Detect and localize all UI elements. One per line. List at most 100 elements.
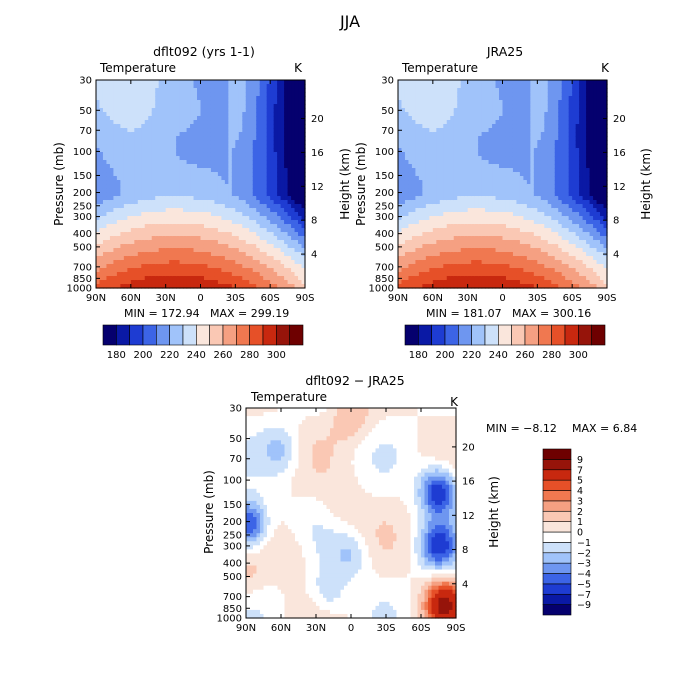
field-cell: [450, 160, 455, 165]
field-cell: [148, 104, 153, 109]
field-cell: [270, 144, 275, 149]
field-cell: [238, 196, 243, 201]
field-cell: [429, 212, 434, 217]
colorbar-box: [196, 324, 210, 346]
field-cell: [169, 204, 174, 209]
field-cell: [137, 212, 142, 217]
field-cell: [231, 140, 236, 145]
field-cell: [217, 124, 222, 129]
field-cell: [130, 176, 135, 181]
field-cell: [492, 160, 497, 165]
field-cell: [512, 280, 518, 285]
field-cell: [238, 216, 243, 221]
field-cell: [217, 204, 222, 209]
field-cell: [499, 128, 504, 133]
field-cell: [127, 124, 132, 129]
field-cell: [203, 220, 209, 225]
field-cell: [488, 84, 493, 89]
field-cell: [165, 256, 170, 261]
field-cell: [499, 180, 504, 185]
field-cell: [176, 220, 181, 225]
field-cell: [259, 264, 264, 269]
field-cell: [284, 224, 289, 229]
field-cell: [217, 156, 222, 161]
field-cell: [134, 112, 139, 117]
field-cell: [134, 148, 139, 153]
field-cell: [252, 276, 257, 281]
field-cell: [158, 252, 163, 257]
field-cell: [294, 140, 299, 145]
field-cell: [200, 284, 205, 289]
field-cell: [474, 196, 479, 201]
field-cell: [214, 152, 219, 157]
field-cell: [499, 124, 504, 129]
field-cell: [273, 260, 278, 265]
field-cell: [176, 92, 181, 97]
field-cell: [256, 120, 261, 125]
field-cell: [252, 268, 257, 273]
field-cell: [151, 160, 156, 165]
field-cell: [158, 200, 163, 205]
field-cell: [277, 176, 282, 181]
field-cell: [478, 224, 483, 229]
field-cell: [190, 184, 195, 189]
field-cell: [210, 172, 216, 177]
field-cell: [210, 136, 216, 141]
field-cell: [120, 180, 125, 185]
field-cell: [106, 148, 111, 153]
field-cell: [99, 152, 104, 157]
field-cell: [404, 220, 410, 225]
field-cell: [96, 80, 101, 85]
field-cell: [165, 188, 170, 193]
field-cell: [176, 160, 181, 165]
field-cell: [252, 252, 257, 257]
field-cell: [436, 132, 441, 137]
field-cell: [158, 196, 163, 201]
field-cell: [270, 124, 275, 129]
field-cell: [242, 108, 247, 113]
field-cell: [277, 240, 282, 245]
field-cell: [408, 92, 413, 97]
field-cell: [141, 200, 146, 205]
field-cell: [200, 280, 205, 285]
field-cell: [457, 208, 462, 213]
field-cell: [280, 96, 285, 101]
field-cell: [123, 128, 128, 133]
field-cell: [221, 256, 226, 261]
field-cell: [162, 212, 167, 217]
field-cell: [193, 256, 198, 261]
field-cell: [446, 204, 451, 209]
field-cell: [474, 216, 479, 221]
field-cell: [169, 112, 174, 117]
field-cell: [207, 80, 212, 85]
field-cell: [190, 220, 195, 225]
field-cell: [134, 80, 139, 85]
field-cell: [245, 280, 250, 285]
field-cell: [134, 196, 139, 201]
field-cell: [467, 284, 472, 289]
field-cell: [123, 232, 128, 237]
field-cell: [155, 200, 160, 205]
field-cell: [249, 204, 254, 209]
field-cell: [422, 212, 427, 217]
field-cell: [474, 252, 479, 257]
field-cell: [291, 136, 296, 141]
field-cell: [492, 260, 497, 265]
field-cell: [148, 108, 153, 113]
field-cell: [193, 156, 198, 161]
field-cell: [116, 84, 121, 89]
field-cell: [453, 284, 458, 289]
field-cell: [422, 80, 427, 85]
field-cell: [464, 212, 469, 217]
field-cell: [429, 264, 434, 269]
field-cell: [106, 92, 111, 97]
field-cell: [193, 268, 198, 273]
field-cell: [169, 228, 174, 233]
field-cell: [221, 240, 226, 245]
field-cell: [450, 216, 455, 221]
field-cell: [190, 100, 195, 105]
field-cell: [502, 96, 507, 101]
field-cell: [287, 252, 292, 257]
field-cell: [460, 108, 465, 113]
field-cell: [106, 212, 111, 217]
